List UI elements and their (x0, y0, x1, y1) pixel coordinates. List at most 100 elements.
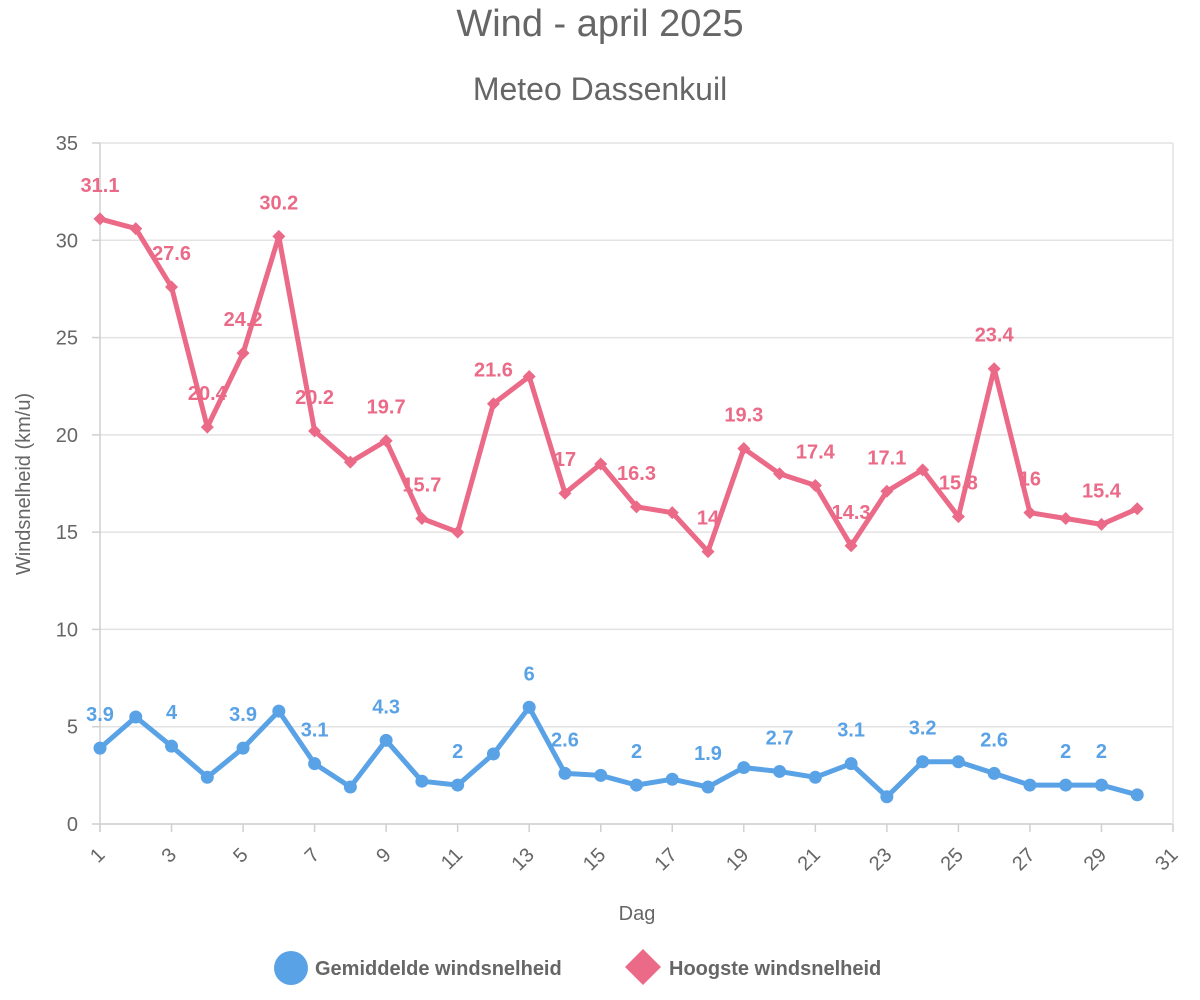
data-point[interactable] (272, 229, 286, 243)
x-axis-label: Dag (619, 903, 656, 925)
x-tick-label: 19 (722, 844, 753, 875)
data-point[interactable] (1130, 788, 1144, 802)
data-label: 4.3 (372, 696, 400, 718)
x-tick-label: 27 (1008, 844, 1039, 875)
legend-item-hoogste[interactable]: Hoogste windsnelheid (625, 949, 881, 985)
data-label: 14.3 (832, 502, 871, 524)
x-tick-label: 13 (507, 844, 538, 875)
data-point[interactable] (415, 774, 429, 788)
data-point[interactable] (630, 778, 643, 792)
data-point[interactable] (916, 463, 930, 477)
data-point[interactable] (701, 545, 715, 559)
data-point[interactable] (665, 506, 679, 520)
y-tick-label: 20 (56, 425, 78, 447)
data-label: 2.6 (551, 729, 579, 751)
legend[interactable]: Gemiddelde windsnelheid Hoogste windsnel… (274, 949, 881, 985)
x-tick-label: 3 (158, 844, 181, 867)
legend-label-hoogste: Hoogste windsnelheid (669, 958, 881, 980)
x-tick-label: 23 (865, 844, 896, 875)
data-point[interactable] (1023, 506, 1037, 520)
data-point[interactable] (951, 755, 965, 769)
data-point[interactable] (308, 757, 322, 771)
data-point[interactable] (1094, 517, 1108, 531)
data-point[interactable] (558, 766, 572, 780)
data-point[interactable] (951, 510, 965, 524)
data-point[interactable] (1059, 778, 1073, 792)
data-point[interactable] (916, 755, 930, 769)
data-label: 15.4 (1082, 480, 1122, 502)
data-label: 19.3 (724, 404, 763, 426)
data-point[interactable] (93, 741, 107, 755)
data-point[interactable] (165, 280, 179, 294)
data-point[interactable] (737, 761, 751, 775)
data-point[interactable] (630, 500, 643, 514)
data-point[interactable] (844, 539, 858, 553)
data-point[interactable] (129, 222, 143, 236)
x-axis-ticks: 1 3 5 7 9 11 13 15 17 19 21 23 25 27 29 31 (86, 844, 1182, 875)
data-point[interactable] (522, 369, 536, 383)
data-point[interactable] (165, 739, 179, 753)
data-point[interactable] (1023, 778, 1037, 792)
data-label: 27.6 (152, 243, 191, 265)
data-point[interactable] (594, 768, 608, 782)
data-point[interactable] (486, 397, 500, 411)
data-point[interactable] (200, 770, 214, 784)
y-tick-label: 35 (56, 133, 78, 155)
data-point[interactable] (93, 212, 107, 226)
data-point[interactable] (773, 764, 787, 778)
data-labels-layer: 3.9 4 3.9 3.1 4.3 2 6 2.6 2 1.9 2.7 3.1 3.2 2.6 2 2 31.1… (81, 175, 1122, 765)
data-point[interactable] (880, 790, 894, 804)
data-label: 14 (697, 508, 720, 530)
data-label: 17 (554, 449, 576, 471)
data-label: 3.1 (301, 720, 329, 742)
data-point[interactable] (987, 766, 1001, 780)
data-point[interactable] (665, 772, 679, 786)
data-point[interactable] (701, 780, 715, 794)
data-label: 17.4 (796, 441, 836, 463)
data-point[interactable] (987, 362, 1001, 376)
data-point[interactable] (558, 486, 572, 500)
x-tick-label: 11 (437, 844, 467, 874)
data-point[interactable] (343, 455, 357, 469)
data-point[interactable] (236, 741, 250, 755)
data-point[interactable] (1059, 512, 1073, 526)
data-point[interactable] (773, 467, 787, 481)
data-point[interactable] (737, 441, 751, 455)
data-point[interactable] (200, 420, 214, 434)
data-point[interactable] (308, 424, 322, 438)
data-point[interactable] (880, 484, 894, 498)
legend-item-gemiddelde[interactable]: Gemiddelde windsnelheid (274, 951, 562, 985)
y-tick-label: 10 (56, 619, 78, 641)
data-point[interactable] (415, 512, 429, 526)
data-point[interactable] (451, 778, 465, 792)
data-point[interactable] (522, 700, 536, 714)
data-point[interactable] (129, 710, 143, 724)
y-tick-label: 25 (56, 328, 78, 350)
data-point[interactable] (1094, 778, 1108, 792)
data-point[interactable] (272, 704, 286, 718)
legend-circle-icon (274, 951, 308, 985)
data-label: 2 (631, 741, 642, 763)
data-point[interactable] (808, 478, 822, 492)
y-axis-ticks: 0 5 10 15 20 25 30 35 (56, 133, 78, 836)
data-point[interactable] (379, 733, 393, 747)
data-point[interactable] (594, 457, 608, 471)
x-tick-label: 25 (937, 844, 968, 875)
data-point[interactable] (486, 747, 500, 761)
data-label: 23.4 (975, 325, 1015, 347)
chart-subtitle: Meteo Dassenkuil (473, 71, 727, 107)
data-label: 3.1 (837, 720, 865, 742)
data-point[interactable] (808, 770, 822, 784)
data-point[interactable] (236, 346, 250, 360)
data-point[interactable] (451, 525, 465, 539)
data-point[interactable] (379, 434, 393, 448)
x-tick-label: 31 (1151, 844, 1182, 875)
series-layer (93, 212, 1144, 804)
data-point[interactable] (844, 757, 858, 771)
data-point[interactable] (1130, 502, 1144, 516)
data-label: 30.2 (259, 192, 298, 214)
series-line-1 (97, 216, 1140, 555)
data-point[interactable] (343, 780, 357, 794)
data-label: 16.3 (617, 463, 656, 485)
